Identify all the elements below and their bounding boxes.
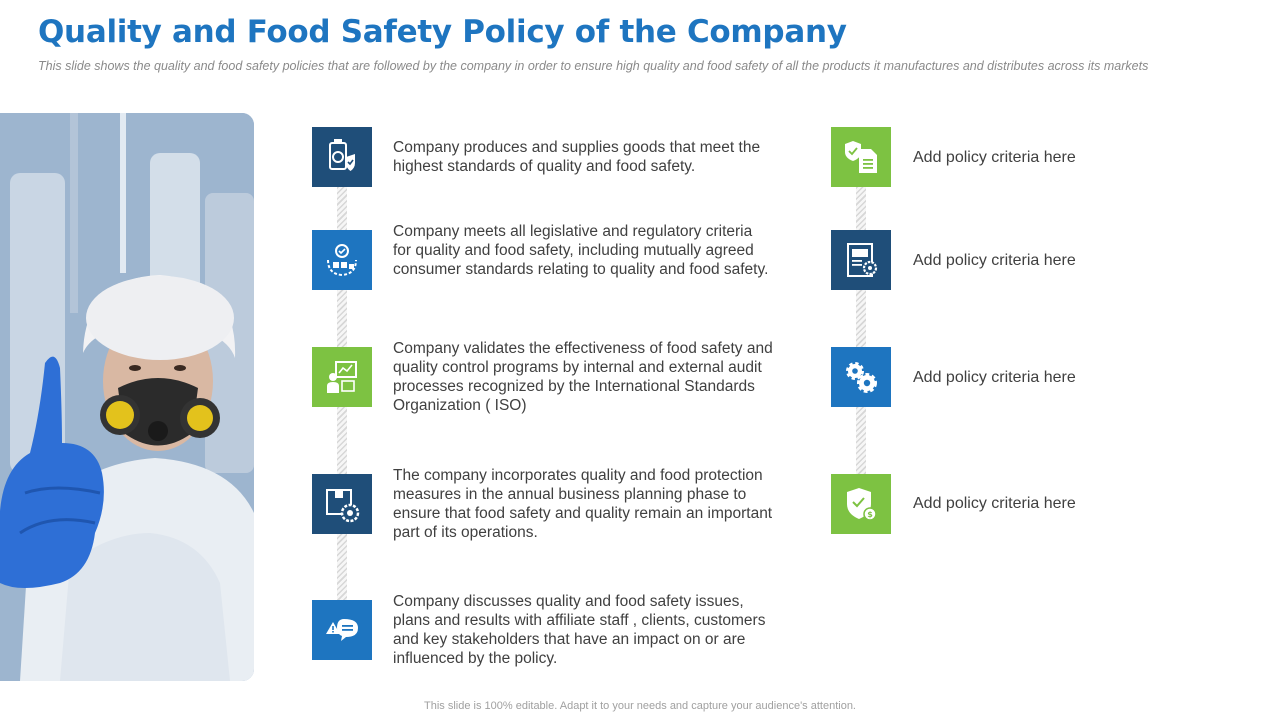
left-item-3-text: Company validates the effectiveness of f… xyxy=(393,340,773,414)
gears-icon xyxy=(831,347,891,407)
left-item-2-text: Company meets all legislative and regula… xyxy=(393,223,769,278)
right-item-2-text: Add policy criteria here xyxy=(913,252,1076,269)
certified-product-icon xyxy=(312,127,372,187)
svg-text:$: $ xyxy=(867,510,873,519)
discussion-alert-icon xyxy=(312,600,372,660)
right-item-1-text: Add policy criteria here xyxy=(913,149,1076,166)
shield-dollar-icon: $ xyxy=(831,474,891,534)
shield-document-icon xyxy=(831,127,891,187)
right-item-4-text: Add policy criteria here xyxy=(913,495,1076,512)
right-item-3-text: Add policy criteria here xyxy=(913,369,1076,386)
footer-note: This slide is 100% editable. Adapt it to… xyxy=(424,700,856,712)
worker-photo xyxy=(0,113,254,681)
left-item-1-text: Company produces and supplies goods that… xyxy=(393,139,761,175)
page-title: Quality and Food Safety Policy of the Co… xyxy=(38,14,847,50)
left-item-4-text: The company incorporates quality and foo… xyxy=(393,467,773,541)
right-connector xyxy=(856,187,866,474)
quality-process-icon xyxy=(312,230,372,290)
page-subtitle: This slide shows the quality and food sa… xyxy=(38,59,1149,73)
document-gear-icon xyxy=(831,230,891,290)
audit-control-icon xyxy=(312,347,372,407)
left-item-5-text: Company discusses quality and food safet… xyxy=(393,593,766,667)
planning-box-gear-icon xyxy=(312,474,372,534)
